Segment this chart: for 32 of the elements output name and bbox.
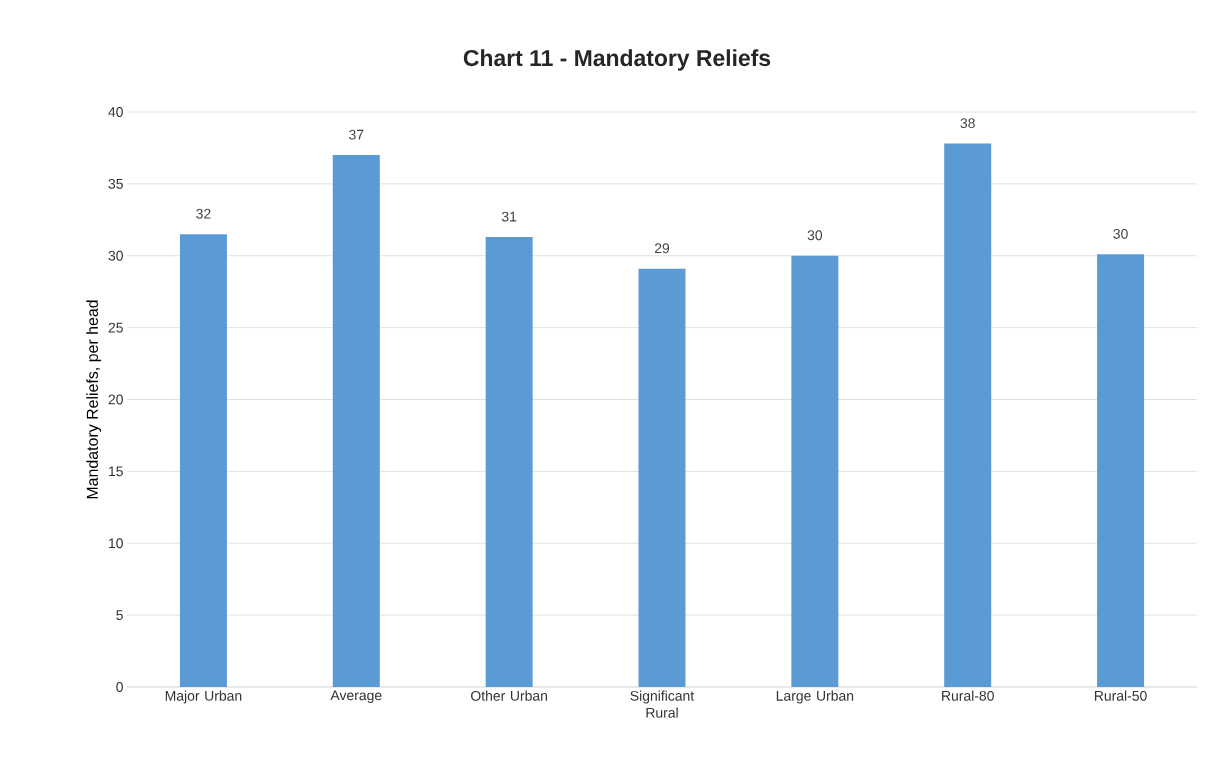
- data-label: 30: [807, 230, 823, 241]
- y-tick-label: 35: [108, 178, 123, 189]
- bar: [179, 234, 227, 687]
- bar: [485, 237, 533, 687]
- x-tick-label: Rural-80: [942, 690, 994, 701]
- y-tick-label: 0: [116, 682, 123, 692]
- data-label: 31: [501, 211, 517, 222]
- y-tick-label: 15: [109, 466, 123, 477]
- x-tick-label: Rural-50: [1094, 690, 1147, 701]
- x-tick-label: Large Urban: [776, 690, 854, 704]
- y-tick-label: 40: [108, 107, 123, 117]
- data-label: 37: [349, 129, 364, 140]
- data-label: 38: [960, 118, 975, 129]
- x-tick-label: Major Urban: [165, 690, 242, 704]
- y-tick-label: 5: [116, 610, 123, 620]
- data-label: 29: [654, 243, 670, 254]
- y-tick-label: 30: [108, 250, 123, 261]
- y-axis-title: Mandatory Reliefs, per head: [86, 300, 102, 499]
- bar: [1097, 254, 1145, 687]
- bar: [332, 155, 380, 687]
- bar: [638, 268, 686, 687]
- data-label: 32: [196, 208, 211, 219]
- y-tick-label: 25: [108, 322, 123, 333]
- y-tick-label: 10: [109, 538, 123, 549]
- bar: [944, 143, 992, 687]
- bar: [791, 255, 839, 687]
- x-tick-label: Significant Rural: [630, 690, 695, 718]
- data-label: 30: [1113, 228, 1128, 239]
- chart-title: Chart 11 - Mandatory Reliefs: [463, 49, 771, 71]
- x-tick-label: Other Urban: [471, 690, 547, 701]
- x-tick-label: Average: [330, 690, 382, 704]
- y-tick-label: 20: [108, 394, 123, 405]
